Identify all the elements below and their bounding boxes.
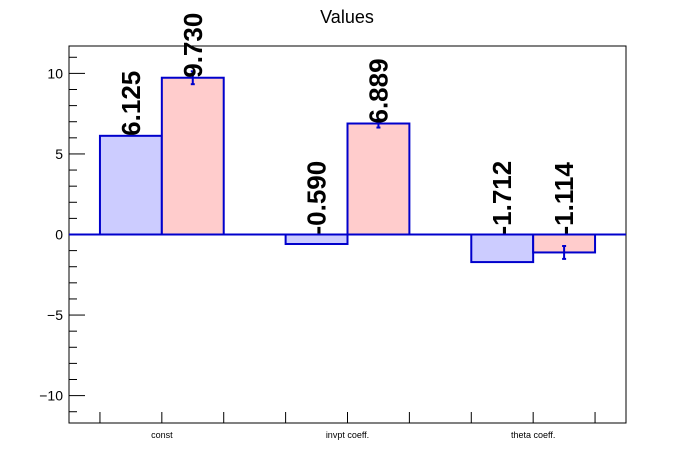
data-label-s1-2: -1.712 (487, 161, 517, 235)
x-category-label: const (151, 430, 173, 440)
error-bars (190, 70, 567, 260)
data-label-s2-1: 6.889 (363, 58, 393, 123)
y-tick-label: 0 (55, 227, 63, 243)
y-tick-label: −10 (39, 388, 63, 404)
data-label-s2-2: -1.114 (549, 162, 579, 235)
bar-s1-0 (98, 134, 163, 236)
data-label-s1-0: 6.125 (116, 71, 146, 136)
x-category-label: invpt coeff. (326, 430, 369, 440)
y-tick-label: 10 (47, 65, 63, 81)
x-category-label: theta coeff. (511, 430, 555, 440)
data-label-s1-1: -0.590 (302, 161, 332, 235)
bar-s2-1 (346, 122, 411, 236)
bar-s2-0 (160, 76, 225, 236)
y-tick-label: 5 (55, 146, 63, 162)
y-tick-label: −5 (47, 307, 63, 323)
bars (98, 76, 597, 264)
bar-s1-1 (284, 233, 349, 246)
data-label-s2-0: 9.730 (178, 13, 208, 78)
bar-s1-2 (470, 233, 535, 264)
chart-title: Values (320, 7, 374, 27)
data-labels: 6.125 -0.590 -1.712 9.730 6.889 -1.114 (116, 13, 579, 235)
x-axis: const invpt coeff. theta coeff. (99, 412, 596, 440)
